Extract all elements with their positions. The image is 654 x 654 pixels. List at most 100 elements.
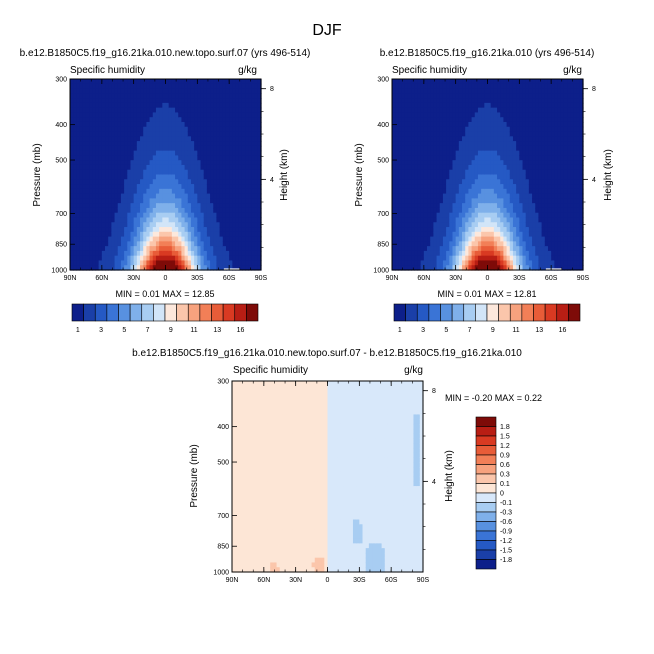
heatmap-cell xyxy=(449,227,454,233)
heatmap-cell xyxy=(573,131,578,137)
heatmap-cell xyxy=(452,160,457,166)
heatmap-cell xyxy=(70,188,74,195)
heatmap-cell xyxy=(187,250,192,257)
heatmap-cell xyxy=(98,79,103,85)
heatmap-cell xyxy=(124,241,128,247)
heatmap-cell xyxy=(557,250,562,257)
heatmap-cell xyxy=(567,203,571,209)
heatmap-cell xyxy=(241,136,246,142)
heatmap-cell xyxy=(219,121,224,128)
heatmap-cell xyxy=(95,255,100,262)
heatmap-cell xyxy=(70,231,74,238)
heatmap-cell xyxy=(127,117,132,123)
heatmap-cell xyxy=(442,141,447,147)
heatmap-cell xyxy=(554,102,559,109)
heatmap-cell xyxy=(477,188,482,195)
heatmap-cell xyxy=(171,169,176,176)
heatmap-cell xyxy=(245,121,249,128)
heatmap-cell xyxy=(465,145,469,152)
heatmap-cell xyxy=(165,112,170,118)
heatmap-cell xyxy=(407,145,412,152)
heatmap-cell xyxy=(462,241,466,247)
heatmap-cell xyxy=(547,231,552,238)
heatmap-cell xyxy=(528,131,533,137)
heatmap-cell xyxy=(225,126,230,133)
heatmap-cell xyxy=(120,231,125,238)
heatmap-cell xyxy=(442,203,447,209)
heatmap-cell xyxy=(184,79,189,85)
heatmap-cell xyxy=(404,121,409,128)
heatmap-cell xyxy=(89,155,93,161)
heatmap-cell xyxy=(477,131,482,137)
heatmap-cell xyxy=(194,88,198,94)
heatmap-cell xyxy=(203,83,208,90)
heatmap-cell xyxy=(245,93,249,99)
heatmap-cell xyxy=(528,222,533,228)
heatmap-cell xyxy=(146,260,151,266)
heatmap-cell xyxy=(159,169,163,176)
heatmap-cell xyxy=(143,236,147,242)
heatmap-cell xyxy=(136,98,141,104)
heatmap-cell xyxy=(525,236,530,242)
heatmap-cell xyxy=(197,145,202,152)
heatmap-cell xyxy=(446,207,450,214)
heatmap-cell xyxy=(573,88,578,94)
heatmap-cell xyxy=(433,188,438,195)
heatmap-cell xyxy=(152,88,157,94)
heatmap-cell xyxy=(254,217,259,223)
heatmap-cell xyxy=(541,98,546,104)
heatmap-cell xyxy=(535,107,540,114)
heatmap-cell xyxy=(79,88,84,94)
heatmap-cell xyxy=(175,231,179,238)
heatmap-cell xyxy=(439,150,444,157)
heatmap-cell xyxy=(398,83,403,90)
heatmap-cell xyxy=(554,107,559,114)
heatmap-cell xyxy=(184,121,189,128)
heatmap-cell xyxy=(232,265,237,271)
heatmap-cell xyxy=(155,145,160,152)
heatmap-cell xyxy=(248,93,253,99)
heatmap-cell xyxy=(417,79,422,85)
heatmap-cell xyxy=(232,102,237,109)
heatmap-cell xyxy=(544,112,549,118)
heatmap-cell xyxy=(152,174,157,180)
heatmap-cell xyxy=(490,102,495,109)
heatmap-cell xyxy=(254,236,259,242)
heatmap-cell xyxy=(140,102,144,109)
heatmap-cell xyxy=(519,83,524,90)
heatmap-cell xyxy=(136,155,141,161)
heatmap-cell xyxy=(420,198,425,204)
heatmap-cell xyxy=(241,164,246,171)
heatmap-cell xyxy=(105,193,109,199)
heatmap-cell xyxy=(190,121,195,128)
heatmap-cell xyxy=(500,250,505,257)
heatmap-cell xyxy=(541,203,546,209)
heatmap-cell xyxy=(257,136,262,142)
heatmap-cell xyxy=(551,102,555,109)
heatmap-cell xyxy=(82,179,87,185)
heatmap-cell xyxy=(187,126,192,133)
heatmap-cell xyxy=(538,203,543,209)
heatmap-cell xyxy=(210,79,214,85)
x-tick-label: 90N xyxy=(64,275,77,282)
heatmap-cell xyxy=(497,107,501,114)
heatmap-cell xyxy=(411,107,415,114)
heatmap-cell xyxy=(254,174,259,180)
heatmap-cell xyxy=(465,136,469,142)
heatmap-cell xyxy=(210,93,214,99)
heatmap-cell xyxy=(251,98,256,104)
heatmap-cell xyxy=(503,164,508,171)
heatmap-cell xyxy=(162,174,167,180)
heatmap-cell xyxy=(203,160,208,166)
heatmap-cell xyxy=(538,79,543,85)
heatmap-cell xyxy=(140,126,144,133)
heatmap-cell xyxy=(206,217,211,223)
heatmap-cell xyxy=(474,236,479,242)
heatmap-cell xyxy=(159,193,163,199)
heatmap-cell xyxy=(525,260,530,266)
heatmap-cell xyxy=(446,241,450,247)
heatmap-cell xyxy=(411,112,415,118)
heatmap-cell xyxy=(487,198,492,204)
heatmap-cell xyxy=(538,222,543,228)
heatmap-cell xyxy=(525,250,530,257)
